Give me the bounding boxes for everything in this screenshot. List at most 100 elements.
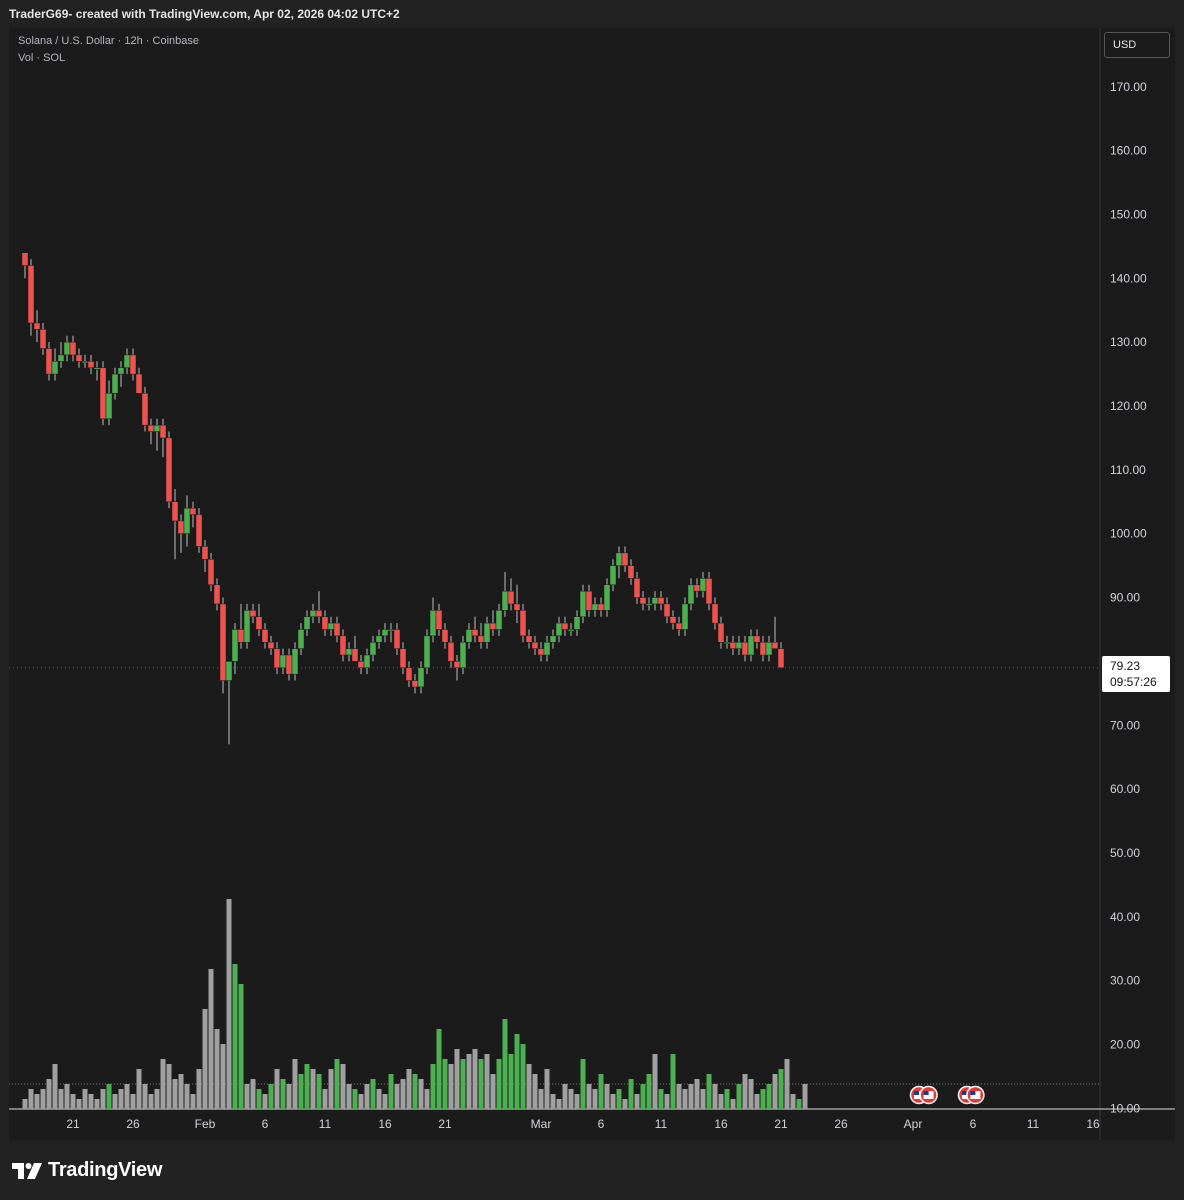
volume-layer <box>22 899 808 1109</box>
price-tick-label: 130.00 <box>1110 335 1147 349</box>
candle-body <box>225 661 233 681</box>
volume-bar <box>598 1074 604 1109</box>
chart-canvas[interactable]: 170.00 160.00 150.00 140.00 130.00 120.00 110.… <box>9 28 1175 1140</box>
volume-bar <box>82 1089 88 1109</box>
candle-body <box>69 341 77 356</box>
candle-body <box>189 507 197 515</box>
volume-bar <box>76 1099 82 1109</box>
candle-body <box>183 507 191 534</box>
volume-bar <box>388 1074 394 1109</box>
candle-body <box>651 597 659 605</box>
candle-body <box>513 603 521 611</box>
candle-body <box>621 552 629 566</box>
time-tick-label: 6 <box>970 1117 977 1131</box>
volume-bar <box>262 1094 268 1109</box>
volume-bar <box>682 1089 688 1109</box>
price-tick-label: 60.00 <box>1110 782 1140 796</box>
time-tick-label: 21 <box>438 1117 452 1131</box>
volume-bar <box>112 1094 118 1109</box>
volume-bar <box>796 1099 802 1109</box>
volume-bar <box>352 1089 358 1109</box>
currency-button[interactable]: USD <box>1104 32 1170 58</box>
volume-bar <box>172 1079 178 1109</box>
volume-bar <box>382 1094 388 1109</box>
price-tick-label: 30.00 <box>1110 974 1140 988</box>
volume-bar <box>28 1089 34 1109</box>
volume-bar <box>40 1089 46 1109</box>
candle-body <box>669 616 677 624</box>
candle-body <box>519 610 527 637</box>
candle-body <box>729 641 737 649</box>
chart-panel[interactable] <box>9 28 1175 1140</box>
candle-body <box>33 322 41 330</box>
candle-body <box>495 610 503 630</box>
volume-bar <box>256 1089 262 1109</box>
time-tick-label: 11 <box>1027 1117 1040 1131</box>
volume-bar <box>88 1094 94 1109</box>
volume-bar <box>130 1094 136 1109</box>
time-tick-label: 6 <box>598 1117 605 1131</box>
volume-bar <box>568 1089 574 1109</box>
candle-body <box>75 354 83 362</box>
volume-bar <box>274 1069 280 1109</box>
candle-body <box>597 603 605 611</box>
flag-canton <box>970 1091 976 1095</box>
candle-body <box>525 635 533 643</box>
candle-body <box>447 641 455 662</box>
candle-body <box>765 641 773 656</box>
volume-bar <box>484 1054 490 1109</box>
candle-body <box>549 635 557 643</box>
candle-body <box>351 648 359 662</box>
candle-body <box>411 680 419 688</box>
volume-bar <box>790 1094 796 1109</box>
volume-bar <box>400 1079 406 1109</box>
candle-body <box>399 648 407 669</box>
price-tick-label: 120.00 <box>1110 399 1147 413</box>
candle-body <box>45 348 53 375</box>
attribution-text: TraderG69- created with TradingView.com,… <box>9 7 400 21</box>
volume-bar <box>604 1084 610 1109</box>
price-tick-label: 40.00 <box>1110 910 1140 924</box>
volume-bar <box>376 1089 382 1109</box>
volume-bar <box>142 1084 148 1109</box>
volume-bar <box>778 1069 784 1109</box>
candle-body <box>573 616 581 630</box>
volume-bar <box>676 1084 682 1109</box>
candle-body <box>171 501 179 522</box>
price-tick-label: 70.00 <box>1110 718 1140 732</box>
volume-bar <box>58 1089 64 1109</box>
volume-bar <box>370 1079 376 1109</box>
candle-body <box>393 629 401 649</box>
price-tick-label: 110.00 <box>1110 463 1146 477</box>
volume-bar <box>292 1059 298 1109</box>
symbol-legend[interactable]: Solana / U.S. Dollar · 12h · Coinbase <box>18 35 199 47</box>
candle-body <box>297 629 305 649</box>
volume-bar <box>754 1094 760 1109</box>
volume-bar <box>316 1074 322 1109</box>
volume-bar <box>556 1099 562 1109</box>
volume-legend[interactable]: Vol · SOL <box>18 52 66 64</box>
volume-bar <box>592 1089 598 1109</box>
candle-body <box>339 635 347 656</box>
price-tick-label: 170.00 <box>1110 80 1147 94</box>
volume-bar <box>496 1059 502 1109</box>
volume-bar <box>268 1084 274 1109</box>
candle-body <box>627 565 635 579</box>
volume-bar <box>244 1084 250 1109</box>
flag-canton <box>923 1091 929 1095</box>
volume-bar <box>742 1074 748 1109</box>
candle-body <box>141 392 149 426</box>
volume-bar <box>748 1079 754 1109</box>
volume-bar <box>430 1064 436 1109</box>
volume-bar <box>280 1079 286 1109</box>
volume-bar <box>670 1054 676 1109</box>
candle-body <box>465 629 473 643</box>
volume-bar <box>286 1084 292 1109</box>
volume-bar <box>730 1099 736 1109</box>
volume-bar <box>70 1094 76 1109</box>
candle-body <box>321 616 329 630</box>
candle-body <box>555 622 563 637</box>
volume-bar <box>346 1084 352 1109</box>
volume-bar <box>226 899 232 1109</box>
volume-bar <box>46 1079 52 1109</box>
